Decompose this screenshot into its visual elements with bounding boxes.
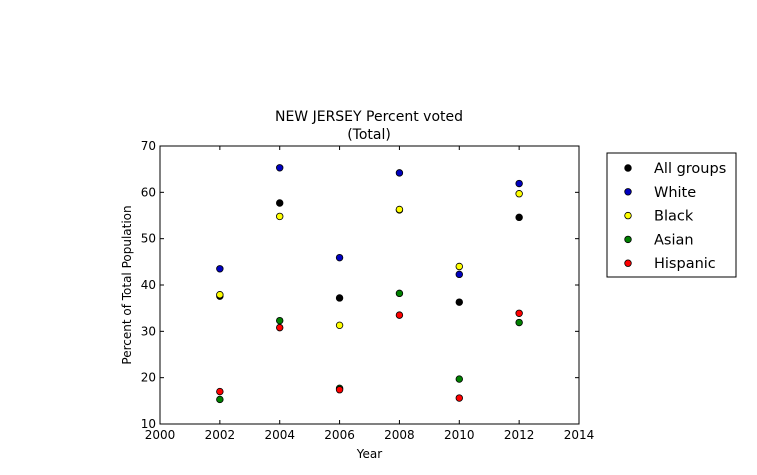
point-asian — [216, 395, 224, 404]
axis-ticks: 2000 2002 2004 2006 2008 2010 2012 2014 10 20 30 40… — [141, 139, 595, 442]
y-tick-label: 10 — [141, 417, 156, 431]
point-all-groups — [515, 213, 523, 222]
point-asian — [276, 316, 284, 325]
point-black — [216, 291, 224, 299]
point-all-groups — [276, 199, 284, 207]
legend-marker-black — [624, 211, 632, 220]
point-hispanic — [276, 323, 284, 332]
x-tick-label: 2014 — [564, 428, 595, 442]
data-points — [216, 164, 523, 404]
y-tick-label: 60 — [141, 185, 156, 199]
point-black — [515, 190, 523, 198]
y-tick-label: 50 — [141, 232, 156, 246]
legend-label-white: White — [654, 185, 696, 201]
plot-area — [159, 145, 580, 425]
point-all-groups — [455, 298, 463, 306]
point-hispanic — [455, 394, 463, 402]
point-black — [455, 262, 463, 271]
x-tick-label: 2010 — [444, 428, 475, 442]
point-black — [335, 321, 344, 330]
y-axis-label: Percent of Total Population — [120, 205, 134, 364]
legend-marker-hispanic — [624, 259, 632, 267]
chart-subtitle: (Total) — [347, 127, 391, 143]
x-axis-label: Year — [356, 447, 382, 461]
x-tick-label: 2008 — [384, 428, 415, 442]
point-asian — [515, 318, 523, 327]
point-hispanic — [335, 386, 344, 394]
y-tick-label: 40 — [141, 278, 156, 292]
legend-marker-asian — [624, 235, 632, 244]
legend-label-black: Black — [654, 209, 694, 225]
x-tick-label: 2012 — [504, 428, 535, 442]
point-white — [515, 179, 523, 188]
x-tick-label: 2002 — [205, 428, 236, 442]
legend-marker-all-groups — [624, 164, 632, 172]
chart-title: NEW JERSEY Percent voted — [275, 109, 463, 125]
x-tick-label: 2000 — [145, 428, 176, 442]
y-tick-label: 70 — [141, 139, 156, 153]
x-tick-label: 2004 — [264, 428, 295, 442]
x-tick-label: 2006 — [324, 428, 355, 442]
legend: All groups White Black Asian Hispanic — [606, 152, 737, 278]
point-white — [216, 265, 224, 273]
y-tick-label: 20 — [141, 371, 156, 385]
point-all-groups — [335, 294, 344, 302]
point-white — [395, 169, 404, 177]
y-tick-label: 30 — [141, 324, 156, 338]
point-white — [276, 164, 284, 172]
point-hispanic — [216, 387, 224, 396]
legend-label-hispanic: Hispanic — [654, 256, 716, 272]
point-black — [395, 205, 404, 214]
point-black — [276, 212, 284, 221]
point-asian — [455, 375, 463, 383]
point-white — [335, 253, 344, 262]
legend-label-asian: Asian — [654, 232, 694, 248]
point-white — [455, 270, 463, 279]
legend-label-all-groups: All groups — [654, 161, 726, 177]
point-hispanic — [515, 309, 523, 317]
point-hispanic — [395, 311, 404, 319]
legend-marker-white — [624, 188, 632, 196]
point-asian — [395, 289, 404, 298]
